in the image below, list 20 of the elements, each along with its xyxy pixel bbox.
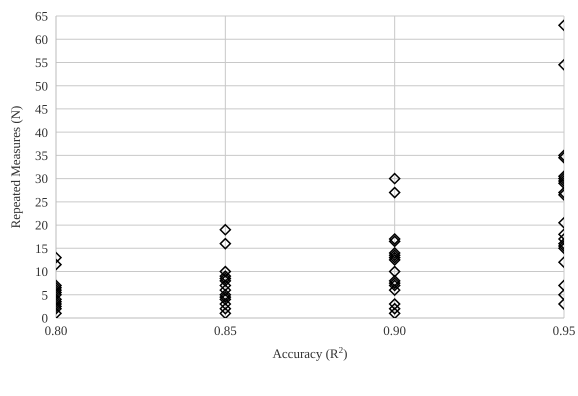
y-tick-label: 10 [35, 264, 48, 280]
y-tick-label: 30 [35, 171, 48, 186]
y-tick-label: 60 [35, 32, 48, 47]
y-tick-label: 55 [35, 55, 48, 70]
y-tick-label: 15 [35, 240, 48, 256]
y-tick-label: 5 [42, 287, 48, 302]
y-tick-label: 65 [35, 8, 48, 24]
y-tick-label: 50 [35, 78, 48, 94]
x-tick-label: 0.80 [44, 323, 68, 338]
y-axis-title: Repeated Measures (N) [8, 106, 23, 228]
x-tick-label: 0.95 [552, 323, 576, 338]
y-tick-label: 20 [35, 218, 48, 233]
x-tick-label: 0.90 [383, 323, 406, 338]
x-tick-label: 0.85 [214, 323, 237, 338]
y-tick-label: 35 [35, 148, 48, 163]
y-tick-label: 0 [42, 310, 48, 326]
y-tick-label: 45 [35, 102, 48, 117]
y-tick-label: 40 [35, 124, 48, 140]
y-tick-label: 25 [35, 194, 48, 210]
x-axis-title: Accuracy (R$^{2}$) [272, 345, 348, 361]
